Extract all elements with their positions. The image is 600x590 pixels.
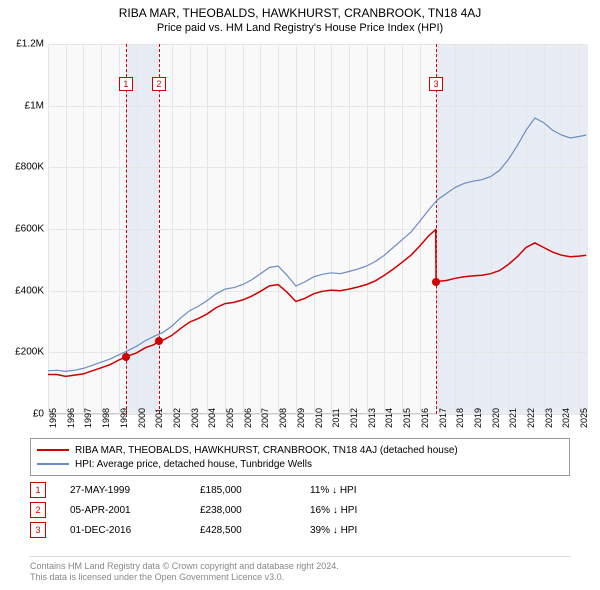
x-tick-label: 2000 bbox=[137, 408, 151, 428]
x-tick-label: 2017 bbox=[438, 408, 452, 428]
sales-row: 3 01-DEC-2016£428,50039% ↓ HPI bbox=[30, 520, 570, 540]
x-tick-label: 2010 bbox=[314, 408, 328, 428]
sales-table: 1 27-MAY-1999£185,00011% ↓ HPI 2 05-APR-200… bbox=[30, 480, 570, 540]
x-tick-label: 1997 bbox=[83, 408, 97, 428]
sales-marker: 1 bbox=[30, 482, 46, 498]
y-tick-label: £800K bbox=[4, 162, 44, 173]
x-tick-label: 1999 bbox=[119, 408, 133, 428]
x-tick-label: 2007 bbox=[260, 408, 274, 428]
series-line-hpi bbox=[48, 118, 586, 371]
x-tick-label: 2016 bbox=[420, 408, 434, 428]
legend-swatch bbox=[37, 463, 69, 465]
sales-price: £185,000 bbox=[200, 485, 310, 496]
chart-area: 123 £0£200K£400K£600K£800K£1M£1.2M 19951… bbox=[48, 44, 588, 414]
event-marker: 2 bbox=[152, 77, 166, 91]
x-tick-label: 2001 bbox=[154, 408, 168, 428]
legend-item: HPI: Average price, detached house, Tunb… bbox=[37, 457, 563, 471]
x-tick-label: 2014 bbox=[384, 408, 398, 428]
legend-swatch bbox=[37, 449, 69, 451]
x-tick-label: 2015 bbox=[402, 408, 416, 428]
y-tick-label: £600K bbox=[4, 224, 44, 235]
chart-subtitle: Price paid vs. HM Land Registry's House … bbox=[0, 20, 600, 34]
sales-date: 01-DEC-2016 bbox=[70, 525, 200, 536]
footer-line1: Contains HM Land Registry data © Crown c… bbox=[30, 561, 570, 573]
x-tick-label: 2013 bbox=[367, 408, 381, 428]
sales-row: 2 05-APR-2001£238,00016% ↓ HPI bbox=[30, 500, 570, 520]
x-tick-label: 2019 bbox=[473, 408, 487, 428]
x-tick-label: 2009 bbox=[296, 408, 310, 428]
x-tick-label: 2006 bbox=[243, 408, 257, 428]
x-tick-label: 2025 bbox=[579, 408, 593, 428]
x-tick-label: 2022 bbox=[526, 408, 540, 428]
x-tick-label: 2004 bbox=[207, 408, 221, 428]
x-tick-label: 2005 bbox=[225, 408, 239, 428]
x-tick-label: 2011 bbox=[331, 408, 345, 427]
x-tick-label: 2018 bbox=[455, 408, 469, 428]
y-tick-label: £0 bbox=[4, 409, 44, 420]
sale-point bbox=[155, 337, 163, 345]
x-tick-label: 2003 bbox=[190, 408, 204, 428]
x-tick-label: 2012 bbox=[349, 408, 363, 428]
x-tick-label: 1998 bbox=[101, 408, 115, 428]
chart-title: RIBA MAR, THEOBALDS, HAWKHURST, CRANBROO… bbox=[0, 0, 600, 20]
y-tick-label: £400K bbox=[4, 285, 44, 296]
chart-container: RIBA MAR, THEOBALDS, HAWKHURST, CRANBROO… bbox=[0, 0, 600, 590]
x-tick-label: 2008 bbox=[278, 408, 292, 428]
event-marker: 3 bbox=[429, 77, 443, 91]
sale-point bbox=[122, 353, 130, 361]
legend: RIBA MAR, THEOBALDS, HAWKHURST, CRANBROO… bbox=[30, 438, 570, 476]
x-tick-label: 1995 bbox=[48, 408, 62, 428]
sales-diff: 11% ↓ HPI bbox=[310, 485, 420, 496]
x-tick-label: 2002 bbox=[172, 408, 186, 428]
sales-price: £238,000 bbox=[200, 505, 310, 516]
footer-line2: This data is licensed under the Open Gov… bbox=[30, 572, 570, 584]
sales-price: £428,500 bbox=[200, 525, 310, 536]
x-tick-label: 2023 bbox=[544, 408, 558, 428]
sales-date: 27-MAY-1999 bbox=[70, 485, 200, 496]
sales-diff: 16% ↓ HPI bbox=[310, 505, 420, 516]
legend-label: HPI: Average price, detached house, Tunb… bbox=[75, 459, 312, 470]
x-tick-label: 2024 bbox=[561, 408, 575, 428]
y-tick-label: £200K bbox=[4, 347, 44, 358]
sales-marker: 3 bbox=[30, 522, 46, 538]
sales-row: 1 27-MAY-1999£185,00011% ↓ HPI bbox=[30, 480, 570, 500]
x-tick-label: 2021 bbox=[508, 408, 522, 428]
event-marker: 1 bbox=[119, 77, 133, 91]
sale-point bbox=[432, 278, 440, 286]
sales-marker: 2 bbox=[30, 502, 46, 518]
x-tick-label: 1996 bbox=[66, 408, 80, 428]
sales-date: 05-APR-2001 bbox=[70, 505, 200, 516]
footer-attribution: Contains HM Land Registry data © Crown c… bbox=[30, 556, 570, 584]
y-tick-label: £1.2M bbox=[4, 39, 44, 50]
sales-diff: 39% ↓ HPI bbox=[310, 525, 420, 536]
legend-item: RIBA MAR, THEOBALDS, HAWKHURST, CRANBROO… bbox=[37, 443, 563, 457]
x-tick-label: 2020 bbox=[491, 408, 505, 428]
y-tick-label: £1M bbox=[4, 100, 44, 111]
legend-label: RIBA MAR, THEOBALDS, HAWKHURST, CRANBROO… bbox=[75, 445, 458, 456]
